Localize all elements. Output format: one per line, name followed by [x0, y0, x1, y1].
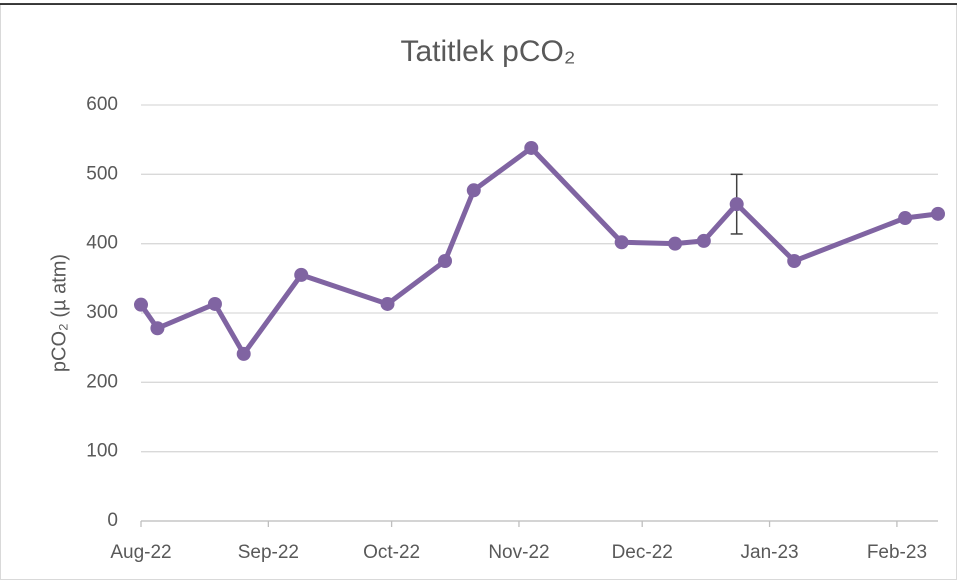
x-tick-label: Oct-22	[363, 542, 420, 563]
y-tick-label: 200	[86, 371, 118, 392]
y-axis-label: pCO₂ (µ atm)	[48, 254, 70, 372]
data-point	[787, 254, 802, 268]
data-line	[138, 145, 939, 357]
x-tick-label: Sep-22	[238, 542, 299, 563]
data-point	[134, 297, 148, 312]
data-point	[380, 296, 395, 311]
data-point	[898, 211, 913, 226]
x-tick-label: Dec-22	[612, 542, 673, 563]
data-point	[438, 254, 453, 268]
data-point	[931, 206, 945, 221]
y-tick-label: 0	[107, 510, 118, 531]
data-point	[524, 140, 539, 155]
y-tick-label: 100	[86, 441, 118, 462]
data-point	[668, 236, 683, 251]
data-point	[207, 296, 222, 311]
data-point	[696, 233, 711, 248]
y-tick-label: 400	[86, 233, 118, 254]
y-tick-label: 500	[86, 163, 118, 184]
chart-frame	[0, 4, 957, 580]
data-point	[614, 235, 629, 250]
data-point	[236, 346, 251, 361]
data-point	[150, 321, 165, 336]
x-tick-label: Nov-22	[488, 542, 549, 563]
data-point	[729, 197, 744, 212]
x-tick-label: Feb-23	[867, 542, 927, 563]
y-tick-label: 300	[86, 302, 118, 323]
y-tick-label: 600	[86, 94, 118, 115]
chart-title: Tatitlek pCO₂	[400, 35, 575, 68]
data-point	[466, 183, 481, 198]
data-point	[294, 267, 309, 282]
x-tick-label: Aug-22	[110, 542, 171, 563]
x-tick-label: Jan-23	[741, 542, 799, 563]
